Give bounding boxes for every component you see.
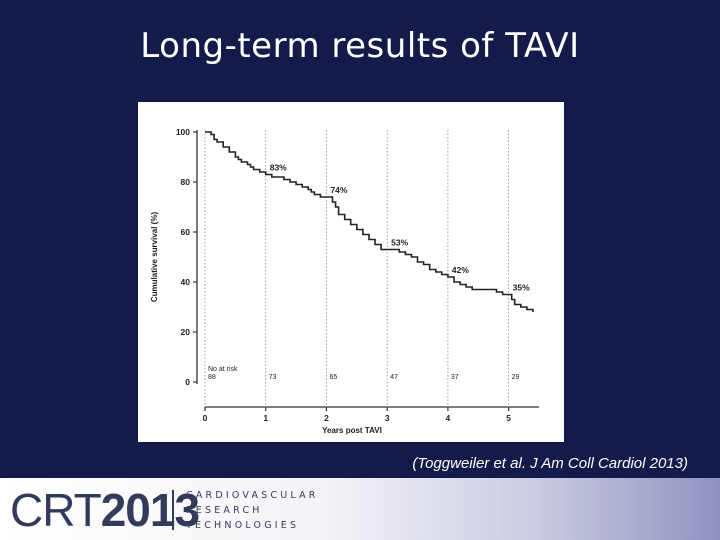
y-tick-label: 20 bbox=[181, 327, 191, 337]
y-tick-label: 0 bbox=[185, 377, 190, 387]
survival-curve bbox=[205, 131, 534, 312]
logo-line-3: TECHNOLOGIES bbox=[186, 520, 300, 531]
at-risk-value: 88 bbox=[208, 374, 216, 381]
x-tick-label: 3 bbox=[385, 413, 390, 423]
x-tick-label: 5 bbox=[506, 413, 511, 423]
logo-line-2: RESEARCH bbox=[186, 505, 263, 516]
crt-logo: CRT2013 bbox=[10, 484, 200, 536]
x-tick-label: 2 bbox=[324, 413, 329, 423]
survival-annotation: 83% bbox=[270, 163, 287, 173]
y-tick-label: 80 bbox=[181, 177, 191, 187]
logo-year: 2013 bbox=[100, 484, 200, 536]
survival-annotation: 35% bbox=[513, 283, 530, 293]
logo-crt: CRT bbox=[10, 484, 102, 536]
at-risk-value: 65 bbox=[329, 374, 337, 381]
citation: (Toggweiler et al. J Am Coll Cardiol 201… bbox=[412, 455, 688, 472]
y-tick-label: 40 bbox=[181, 277, 191, 287]
logo-subtitle: CARDIOVASCULAR RESEARCH TECHNOLOGIES bbox=[186, 488, 319, 533]
y-tick-label: 60 bbox=[181, 227, 191, 237]
x-tick-label: 1 bbox=[263, 413, 268, 423]
footer-banner: CRT2013 CARDIOVASCULAR RESEARCH TECHNOLO… bbox=[0, 478, 720, 540]
survival-chart-panel: 0 20 40 60 80 100 0 1 2 3 4 5 Years post TAVI Cumulat… bbox=[138, 102, 564, 442]
x-tick-label: 0 bbox=[203, 413, 208, 423]
slide-title: Long-term results of TAVI bbox=[140, 26, 580, 66]
at-risk-value: 37 bbox=[451, 374, 459, 381]
survival-annotation: 53% bbox=[391, 238, 408, 248]
y-tick-label: 100 bbox=[176, 127, 190, 137]
at-risk-value: 47 bbox=[390, 374, 398, 381]
survival-annotation: 42% bbox=[452, 265, 469, 275]
logo-divider bbox=[172, 490, 174, 530]
survival-annotation: 74% bbox=[330, 185, 347, 195]
at-risk-value: 29 bbox=[512, 374, 520, 381]
at-risk-label: No at risk bbox=[208, 366, 238, 373]
at-risk-value: 73 bbox=[269, 374, 277, 381]
logo-line-1: CARDIOVASCULAR bbox=[186, 490, 319, 501]
y-axis-label: Cumulative survival (%) bbox=[150, 212, 159, 303]
x-axis-label: Years post TAVI bbox=[322, 426, 382, 435]
survival-chart: 0 20 40 60 80 100 0 1 2 3 4 5 Years post TAVI Cumulat… bbox=[150, 127, 539, 435]
x-tick-label: 4 bbox=[446, 413, 451, 423]
